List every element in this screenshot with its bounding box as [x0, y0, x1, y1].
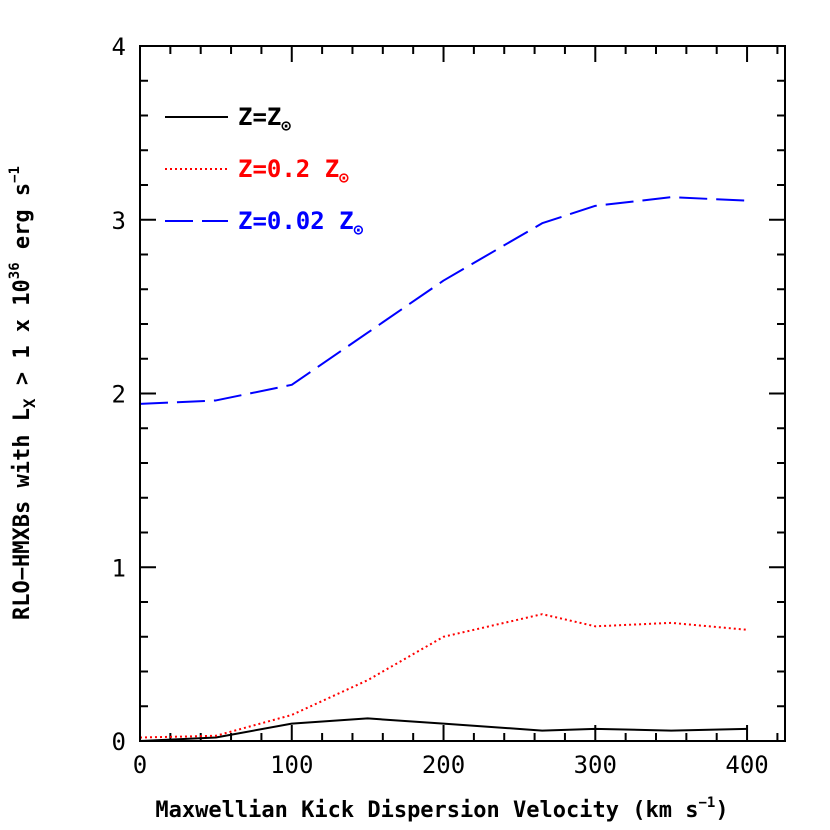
y-tick-label: 0	[112, 728, 126, 756]
x-tick-label: 100	[270, 751, 313, 779]
y-axis-label: RLO−HMXBs with LX > 1 x 1036 erg s−1	[7, 166, 39, 620]
x-tick-label: 0	[133, 751, 147, 779]
legend-label-1: Z=Z⊙	[238, 103, 291, 135]
plot-frame	[139, 45, 786, 742]
x-tick-label: 400	[725, 751, 768, 779]
y-tick-label: 1	[112, 554, 126, 582]
x-axis-label: Maxwellian Kick Dispersion Velocity (km …	[155, 795, 728, 823]
series-lines	[139, 196, 748, 742]
x-tick-label: 200	[422, 751, 465, 779]
x-tick-label: 300	[574, 751, 617, 779]
series-line-3	[139, 196, 748, 405]
y-tick-label: 4	[112, 33, 126, 61]
y-tick-label: 3	[112, 207, 126, 235]
y-tick-label: 2	[112, 381, 126, 409]
legend-label-3: Z=0.02 Z⊙	[238, 207, 364, 239]
series-line-1	[139, 717, 748, 742]
series-line-2	[139, 613, 748, 739]
legend: Z=Z⊙ Z=0.2 Z⊙ Z=0.02 Z⊙	[165, 103, 364, 239]
tick-marks	[139, 45, 785, 742]
legend-label-2: Z=0.2 Z⊙	[238, 155, 349, 187]
tick-labels: 0 100 200 300 400 0 1 2 3 4	[112, 33, 769, 779]
